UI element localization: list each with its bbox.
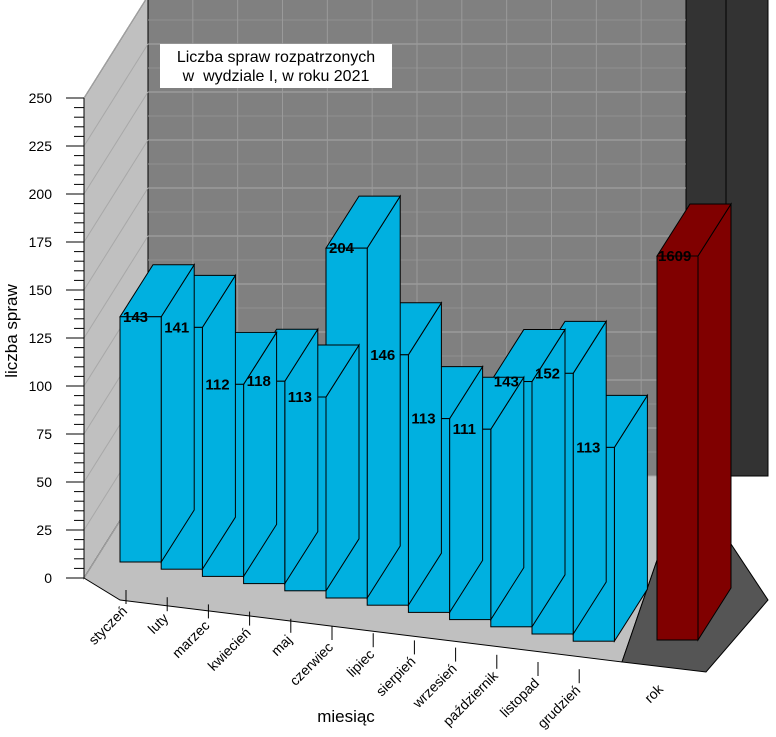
x-tick-label: styczeń (85, 603, 130, 648)
data-label: 112 (205, 376, 229, 393)
total-bar-side (697, 202, 732, 642)
gridline-side (83, 43, 149, 147)
gridline-side (83, 187, 149, 291)
data-label: 111 (453, 421, 476, 438)
y-tick-label: 225 (29, 138, 53, 154)
y-tick-label: 250 (29, 90, 53, 106)
chart-title-line-1: Liczba spraw rozpatrzonych (177, 49, 375, 66)
y-tick-label: 200 (29, 186, 53, 202)
y-tick-label: 50 (36, 474, 52, 490)
bar-10-side (572, 319, 607, 636)
x-tick-label: lipiec (343, 646, 377, 680)
x-tick-label: grudzień (534, 682, 583, 731)
data-label: 113 (288, 389, 312, 406)
x-axis-title: miesiąc (317, 707, 375, 726)
data-label: 113 (576, 439, 600, 456)
y-tick-label: 25 (36, 522, 52, 538)
data-label: 113 (411, 411, 435, 428)
chart-title-box (160, 44, 392, 88)
x-tick-label: czerwiec (286, 639, 336, 689)
x-tick-label: maj (268, 632, 295, 659)
gridline-side (83, 235, 149, 339)
x-tick-label: listopad (497, 675, 542, 720)
total-data-label: 1609 (658, 248, 691, 265)
x-tick-label: luty (145, 610, 172, 637)
total-tick-label: rok (641, 680, 667, 706)
chart-title-line-2: w wydziale I, w roku 2021 (182, 68, 370, 85)
y-tick-label: 150 (29, 282, 53, 298)
y-tick-label: 75 (36, 426, 52, 442)
gridline-side (83, 139, 149, 243)
y-tick-label: 175 (29, 234, 53, 250)
x-tick-label: kwiecień (204, 624, 253, 673)
x-tick-label: sierpień (373, 653, 419, 699)
gridline-side (83, 0, 147, 99)
bar-0-front (119, 316, 162, 563)
bar-0 (119, 263, 196, 564)
y-tick-label: 0 (44, 570, 52, 586)
bar-6-side (407, 301, 442, 607)
y-tick-label: 100 (29, 378, 53, 394)
gridline-side (83, 91, 149, 195)
y-axis-title: liczba spraw (2, 284, 21, 378)
data-label: 204 (329, 240, 355, 257)
data-label: 143 (494, 374, 519, 391)
y-tick-label: 125 (29, 330, 53, 346)
data-label: 143 (123, 309, 148, 326)
x-tick-label: marzec (169, 617, 213, 661)
data-label: 152 (535, 365, 560, 382)
total-bar (656, 202, 732, 642)
data-label: 118 (247, 373, 271, 390)
bars: 143 141 112 118 113 204 146 113 111 143 152 113 1609 (119, 194, 732, 643)
data-label: 146 (370, 347, 395, 364)
data-label: 141 (164, 319, 189, 336)
chart-title: Liczba spraw rozpatrzonych w wydziale I,… (160, 44, 392, 88)
bar-5-side (366, 194, 401, 600)
total-bar-front (656, 255, 699, 641)
y-axis: 0 25 50 75 100 125 150 175 200 225 250 (29, 90, 85, 586)
